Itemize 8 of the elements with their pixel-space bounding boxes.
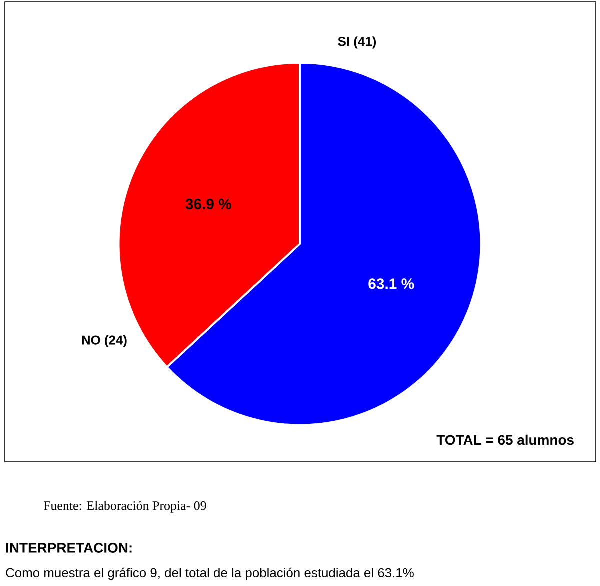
data-label: 63.1 % <box>368 278 414 290</box>
text: INTERPRETACION: <box>6 543 132 553</box>
text: Como muestra el gráfico 9, del total de la población estudiada el 63.1% <box>6 568 414 580</box>
slice-label: SI (41) <box>338 36 376 49</box>
source-note: Fuente: Elaboración Propia- 09 <box>44 501 206 513</box>
slice-label: NO (24) <box>82 335 127 348</box>
data-label: 36.9 % <box>186 198 232 210</box>
text: TOTAL = 65 alumnos <box>436 434 574 446</box>
